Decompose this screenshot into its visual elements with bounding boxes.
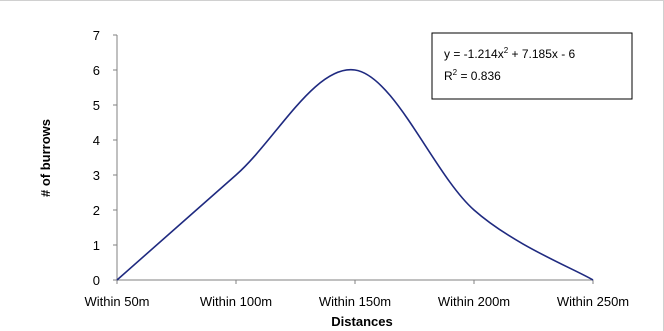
y-axis-title: # of burrows xyxy=(38,119,53,197)
x-tick-label: Within 150m xyxy=(319,294,391,309)
r2-exponent: 2 xyxy=(453,68,458,77)
y-tick-label: 0 xyxy=(93,273,100,288)
x-tick-label: Within 200m xyxy=(438,294,510,309)
r2-suffix: = 0.836 xyxy=(457,69,501,83)
r2-prefix: R xyxy=(444,69,453,83)
x-axis-ticks: Within 50m Within 100m Within 150m Within 2… xyxy=(84,280,629,309)
y-tick-label: 4 xyxy=(93,133,100,148)
series-line xyxy=(116,69,594,281)
x-tick-label: Within 100m xyxy=(200,294,272,309)
annotation-box xyxy=(431,32,633,100)
y-tick-label: 6 xyxy=(93,63,100,78)
y-tick-label: 7 xyxy=(93,28,100,43)
y-tick-label: 5 xyxy=(93,98,100,113)
equation-prefix: y = -1.214x xyxy=(444,47,504,61)
y-tick-label: 3 xyxy=(93,168,100,183)
y-tick-label: 2 xyxy=(93,203,100,218)
y-tick-label: 1 xyxy=(93,238,100,253)
equation-suffix: + 7.185x - 6 xyxy=(508,47,575,61)
x-axis-title: Distances xyxy=(331,314,392,329)
trendline-annotation: y = -1.214x2 + 7.185x - 6 R2 = 0.836 xyxy=(431,32,633,100)
equation-exponent: 2 xyxy=(504,46,509,55)
trend-equation: y = -1.214x2 + 7.185x - 6 xyxy=(444,46,576,61)
x-tick-label: Within 250m xyxy=(557,294,629,309)
x-tick-label: Within 50m xyxy=(84,294,149,309)
r-squared: R2 = 0.836 xyxy=(444,68,501,83)
y-axis-ticks: 0 1 2 3 4 5 6 7 xyxy=(93,28,117,288)
